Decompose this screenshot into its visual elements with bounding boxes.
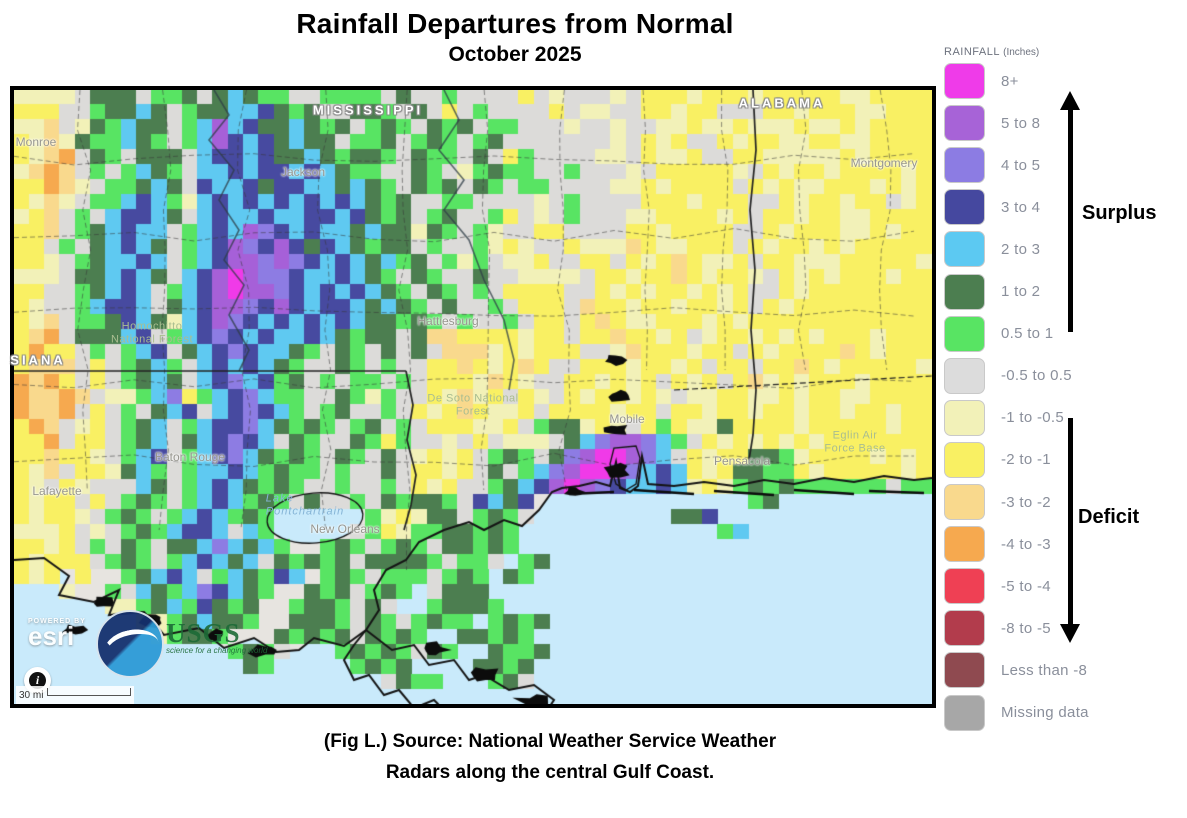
legend-swatch — [944, 189, 985, 226]
legend-item-label: -3 to -2 — [1001, 493, 1051, 511]
legend-item-label: 1 to 2 — [1001, 283, 1041, 300]
page-title: Rainfall Departures from Normal — [296, 8, 734, 39]
legend-item-label: -0.5 to 0.5 — [1001, 367, 1072, 385]
noaa-gull-icon — [100, 624, 162, 671]
noaa-logo — [96, 610, 164, 678]
legend-swatch — [944, 63, 985, 99]
legend-swatch — [944, 694, 985, 731]
esri-wordmark: esri — [28, 621, 75, 651]
scale-bar-label: 30 mi — [19, 689, 44, 701]
legend-item-label: -1 to -0.5 — [1001, 409, 1065, 427]
deficit-label: Deficit — [1078, 506, 1140, 528]
legend-swatch — [944, 357, 985, 394]
caption-line-1: (Fig L.) Source: National Weather Servic… — [323, 731, 777, 752]
legend-item-label: 2 to 3 — [1001, 240, 1041, 258]
legend-swatch — [944, 105, 985, 142]
legend-item-label: 8+ — [1001, 72, 1019, 90]
legend-swatch — [944, 652, 985, 689]
legend-item: Less than -8 — [944, 651, 1087, 689]
surplus-arrow-head-icon — [1060, 91, 1080, 110]
legend-item: -1 to -0.5 — [944, 399, 1064, 437]
legend-item: 1 to 2 — [944, 273, 1040, 311]
title-block: Rainfall Departures from Normal October … — [0, 8, 1030, 67]
usgs-wordmark: USGS — [166, 618, 241, 648]
legend-item: -3 to -2 — [944, 483, 1051, 521]
caption-line-2: Radars along the central Gulf Coast. — [385, 762, 715, 783]
legend-item-label: -5 to -4 — [1001, 577, 1051, 595]
legend-item-label: 3 to 4 — [1001, 198, 1041, 216]
legend-swatch — [944, 399, 985, 436]
legend-swatch — [944, 484, 985, 520]
scale-bar-line — [47, 688, 131, 696]
usgs-logo: USGS science for a changing world — [166, 618, 267, 655]
figure-caption: (Fig L.) Source: National Weather Servic… — [250, 726, 850, 788]
usgs-tagline: science for a changing world — [166, 646, 268, 655]
legend-item-label: 5 to 8 — [1001, 114, 1041, 132]
legend-item: -5 to -4 — [944, 567, 1051, 605]
legend-header-unit: (Inches) — [1003, 47, 1040, 58]
legend-item: -4 to -3 — [944, 525, 1051, 563]
map-frame: MISSISSIPPI ALABAMA SIANA Monroe Jackson Hatt… — [10, 86, 936, 708]
legend-item-label: -2 to -1 — [1001, 451, 1051, 469]
legend-item-label: Less than -8 — [1001, 661, 1088, 679]
esri-powered-by-label: POWERED BY — [28, 618, 86, 625]
info-icon: i — [29, 672, 46, 689]
esri-logo: POWERED BY esri — [28, 618, 86, 651]
legend-item: 8+ — [944, 62, 1019, 100]
legend-swatch — [944, 273, 985, 310]
legend-swatch — [944, 441, 985, 478]
deficit-arrow-head-icon — [1060, 624, 1080, 643]
legend-item: -0.5 to 0.5 — [944, 357, 1072, 395]
legend-swatch — [944, 315, 985, 352]
legend-item: 2 to 3 — [944, 230, 1040, 268]
legend-item: 4 to 5 — [944, 146, 1040, 184]
legend-item: -8 to -5 — [944, 609, 1051, 647]
legend-swatch — [944, 568, 985, 605]
legend-item-label: 0.5 to 1 — [1001, 325, 1054, 343]
legend-item: Missing data — [944, 694, 1089, 732]
legend-item: 0.5 to 1 — [944, 315, 1053, 353]
legend-item: 3 to 4 — [944, 188, 1040, 226]
page-subtitle: October 2025 — [448, 43, 582, 66]
surplus-arrow-line — [1068, 108, 1073, 332]
legend-item: 5 to 8 — [944, 104, 1040, 142]
surplus-label: Surplus — [1082, 202, 1157, 224]
legend-header: RAINFALL (Inches) — [944, 46, 1187, 58]
legend-swatch — [944, 526, 985, 563]
rainfall-map-canvas[interactable] — [14, 90, 932, 704]
deficit-arrow-line — [1068, 418, 1073, 625]
legend-item-label: -8 to -5 — [1001, 619, 1051, 637]
legend-swatch — [944, 147, 985, 184]
legend-item: -2 to -1 — [944, 441, 1051, 479]
legend-header-title: RAINFALL — [944, 46, 1000, 58]
legend-item-label: -4 to -3 — [1001, 535, 1051, 553]
legend-swatch — [944, 231, 985, 268]
legend-swatch — [944, 610, 985, 647]
legend-item-label: 4 to 5 — [1001, 156, 1041, 174]
scale-bar: 30 mi — [16, 686, 134, 704]
legend-item-label: Missing data — [1001, 704, 1089, 721]
legend: RAINFALL (Inches) 8+ 5 to 8 4 to 5 3 to 4 2 … — [944, 46, 1187, 731]
